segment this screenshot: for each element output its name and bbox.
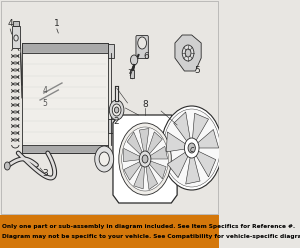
Polygon shape bbox=[175, 35, 201, 71]
Bar bbox=[22, 145, 108, 153]
Circle shape bbox=[95, 146, 114, 172]
Bar bbox=[0, 215, 219, 248]
Circle shape bbox=[122, 127, 168, 191]
Circle shape bbox=[130, 55, 138, 65]
Circle shape bbox=[4, 162, 10, 170]
Circle shape bbox=[161, 106, 222, 190]
Bar bbox=[22, 43, 108, 53]
Polygon shape bbox=[186, 155, 200, 184]
Text: 5: 5 bbox=[194, 66, 200, 75]
Circle shape bbox=[142, 155, 148, 163]
Circle shape bbox=[99, 152, 109, 166]
Polygon shape bbox=[148, 160, 166, 179]
Circle shape bbox=[114, 107, 119, 113]
Bar bbox=[12, 26, 20, 48]
Text: Diagram may not be specific to your vehicle. See Compatibility for vehicle-speci: Diagram may not be specific to your vehi… bbox=[2, 234, 300, 239]
Polygon shape bbox=[123, 148, 142, 162]
Circle shape bbox=[109, 100, 124, 120]
Bar bbox=[108, 44, 114, 58]
FancyBboxPatch shape bbox=[136, 35, 148, 59]
Polygon shape bbox=[196, 129, 219, 148]
Polygon shape bbox=[147, 132, 162, 156]
Circle shape bbox=[112, 104, 121, 116]
Text: 3: 3 bbox=[42, 169, 48, 178]
Text: 7: 7 bbox=[127, 69, 133, 78]
Bar bbox=[13, 21, 19, 26]
Polygon shape bbox=[124, 161, 142, 180]
Polygon shape bbox=[140, 128, 149, 154]
Text: 2: 2 bbox=[114, 117, 119, 126]
Text: 8: 8 bbox=[143, 100, 148, 109]
Polygon shape bbox=[148, 146, 168, 159]
Polygon shape bbox=[192, 113, 208, 143]
Text: 5: 5 bbox=[42, 99, 47, 108]
Circle shape bbox=[185, 49, 191, 57]
Polygon shape bbox=[127, 132, 143, 156]
Text: 4: 4 bbox=[42, 86, 47, 95]
Circle shape bbox=[184, 138, 199, 158]
Circle shape bbox=[139, 151, 151, 167]
Polygon shape bbox=[134, 163, 145, 189]
Bar bbox=[108, 119, 114, 133]
Polygon shape bbox=[113, 115, 177, 203]
Circle shape bbox=[119, 123, 171, 195]
Circle shape bbox=[182, 45, 194, 61]
Text: 4: 4 bbox=[8, 19, 13, 28]
Polygon shape bbox=[195, 150, 216, 177]
Polygon shape bbox=[174, 112, 190, 143]
Circle shape bbox=[14, 35, 18, 41]
Text: Only one part or sub-assembly in diagram included. See Item Specifics for Refere: Only one part or sub-assembly in diagram… bbox=[2, 224, 295, 229]
Text: 6: 6 bbox=[144, 52, 149, 61]
Polygon shape bbox=[146, 163, 158, 189]
Polygon shape bbox=[166, 132, 187, 152]
Text: c: c bbox=[190, 145, 194, 154]
Text: 1: 1 bbox=[54, 19, 60, 28]
Bar bbox=[130, 70, 134, 78]
Bar bbox=[22, 43, 108, 153]
Circle shape bbox=[188, 143, 195, 153]
Circle shape bbox=[163, 109, 220, 187]
Bar bbox=[1, 1, 218, 214]
Circle shape bbox=[138, 37, 146, 49]
Polygon shape bbox=[167, 151, 189, 178]
